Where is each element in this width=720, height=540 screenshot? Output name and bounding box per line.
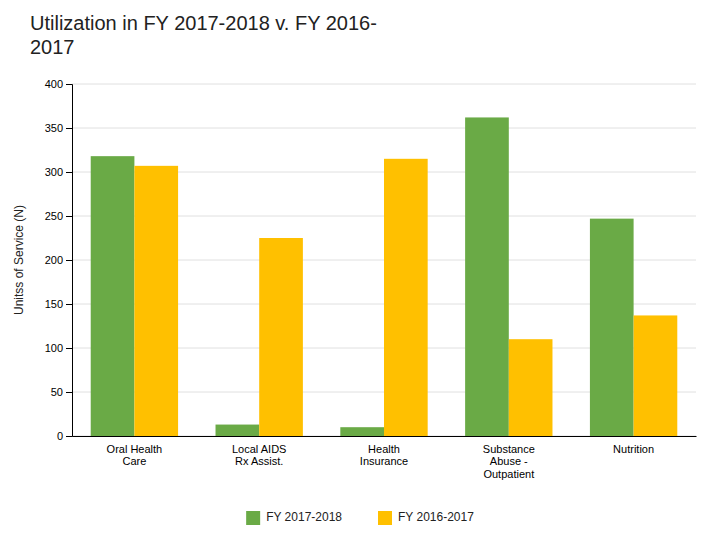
x-tick-label-line: Substance [483, 443, 535, 455]
y-tick: 250 [45, 210, 72, 222]
y-tick-mark [66, 436, 72, 437]
y-tick: 50 [51, 386, 72, 398]
x-tick-label-line: Care [122, 455, 146, 467]
y-tick-label: 200 [45, 254, 63, 266]
grid-line [72, 128, 696, 129]
bar [134, 166, 178, 436]
y-tick: 150 [45, 298, 72, 310]
x-tick-label: Oral HealthCare [107, 443, 163, 468]
y-tick-mark [66, 260, 72, 261]
grid [72, 84, 696, 436]
x-tick-label-line: Outpatient [483, 468, 534, 480]
bar [465, 117, 509, 436]
y-tick-mark [66, 128, 72, 129]
y-tick-mark [66, 172, 72, 173]
x-tick-label: HealthInsurance [360, 443, 408, 468]
y-axis-line [66, 85, 73, 437]
x-tick: Oral HealthCare [107, 443, 163, 468]
y-tick-label: 0 [57, 430, 63, 442]
legend-label: FY 2016-2017 [398, 510, 474, 524]
bars [91, 117, 678, 436]
x-tick: Local AIDSRx Assist. [232, 443, 286, 468]
bar [340, 427, 384, 436]
y-tick-label: 400 [45, 78, 63, 90]
bar [590, 219, 634, 436]
x-tick-label: Local AIDSRx Assist. [232, 443, 286, 468]
y-tick-mark [66, 304, 72, 305]
chart-container: Utilization in FY 2017-2018 v. FY 2016-2… [0, 0, 720, 540]
legend-item: FY 2017-2018 [246, 510, 342, 525]
legend-swatch [246, 511, 260, 525]
x-tick-label-line: Local AIDS [232, 443, 286, 455]
bar-series [134, 159, 677, 436]
x-tick: SubstanceAbuse -Outpatient [483, 443, 535, 480]
y-tick: 200 [45, 254, 72, 266]
x-tick-label-line: Insurance [360, 455, 408, 467]
grid-line [72, 84, 696, 85]
legend-swatch [378, 511, 392, 525]
y-tick-mark [66, 348, 72, 349]
bar-series [91, 117, 634, 436]
bar [634, 315, 678, 436]
x-tick-label-line: Health [368, 443, 400, 455]
x-tick: HealthInsurance [360, 443, 408, 468]
y-tick: 0 [57, 430, 72, 442]
x-tick-label-line: Nutrition [613, 443, 654, 455]
y-tick-mark [66, 216, 72, 217]
chart-title-line: 2017 [30, 36, 75, 58]
x-tick: Nutrition [613, 443, 654, 455]
plot-area: 0 50 100 150 200 250 300 350 400 Oral HealthCare L… [45, 78, 697, 480]
y-tick: 400 [45, 78, 72, 90]
bar [91, 156, 135, 436]
chart-title: Utilization in FY 2017-2018 v. FY 2016-2… [30, 12, 377, 58]
legend-label: FY 2017-2018 [266, 510, 342, 524]
y-axis-title: Unitss of Service (N) [12, 205, 26, 315]
y-tick-label: 250 [45, 210, 63, 222]
x-tick-label-line: Oral Health [107, 443, 163, 455]
y-tick-label: 300 [45, 166, 63, 178]
x-tick-label: Nutrition [613, 443, 654, 455]
bar [259, 238, 303, 436]
y-tick: 100 [45, 342, 72, 354]
bar [509, 339, 553, 436]
x-axis-line [73, 436, 697, 437]
y-tick-mark [66, 392, 72, 393]
x-tick-label-line: Abuse - [490, 455, 528, 467]
y-tick-label: 100 [45, 342, 63, 354]
bar [384, 159, 428, 436]
chart-svg: Utilization in FY 2017-2018 v. FY 2016-2… [0, 0, 720, 540]
legend: FY 2017-2018 FY 2016-2017 [246, 510, 474, 525]
x-axis: Oral HealthCare Local AIDSRx Assist. Healt… [73, 437, 697, 481]
legend-item: FY 2016-2017 [378, 510, 474, 525]
x-tick-label-line: Rx Assist. [235, 455, 283, 467]
y-tick-mark [66, 84, 72, 85]
y-tick: 350 [45, 122, 72, 134]
y-tick-label: 350 [45, 122, 63, 134]
y-axis: 0 50 100 150 200 250 300 350 400 [45, 78, 73, 442]
y-tick: 300 [45, 166, 72, 178]
chart-title-line: Utilization in FY 2017-2018 v. FY 2016- [30, 12, 377, 34]
x-tick-label: SubstanceAbuse -Outpatient [483, 443, 535, 480]
y-tick-label: 150 [45, 298, 63, 310]
y-tick-label: 50 [51, 386, 63, 398]
bar [216, 425, 260, 436]
